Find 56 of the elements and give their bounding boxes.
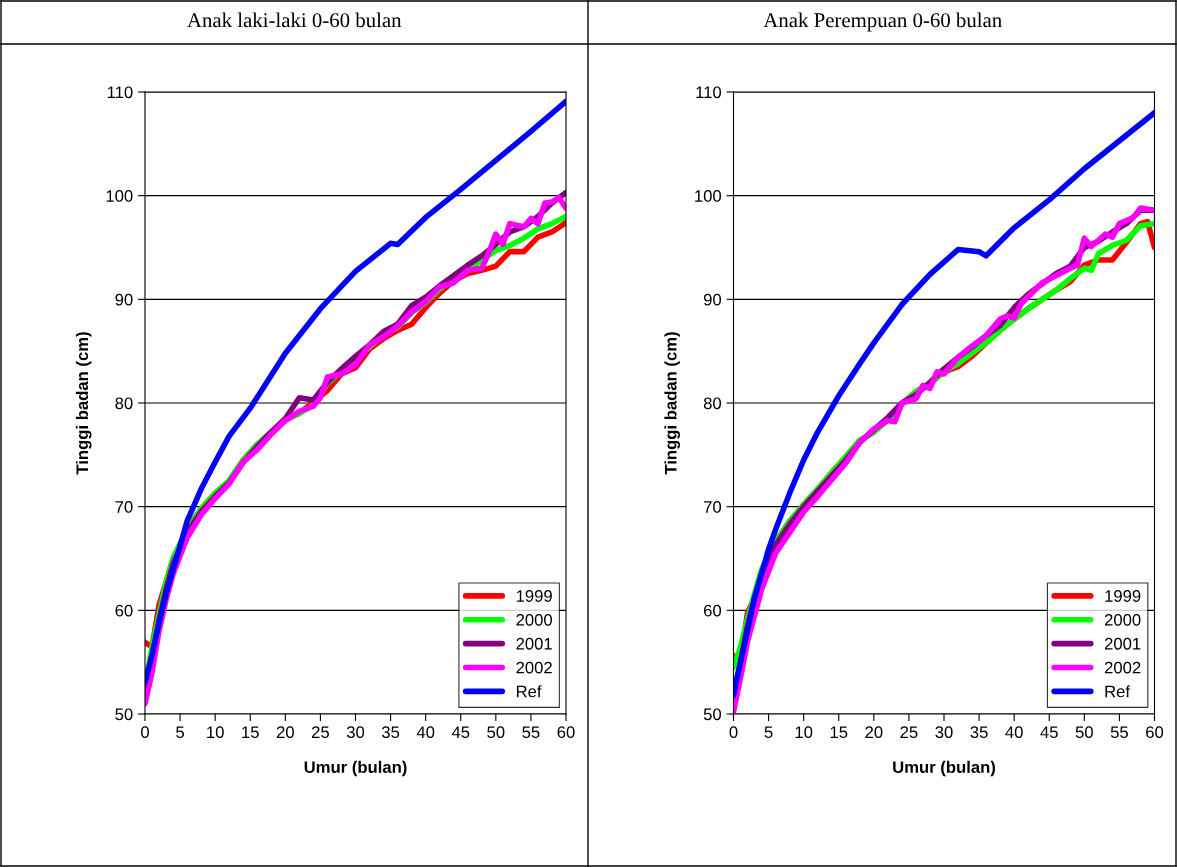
x-tick-label: 55 [1110, 726, 1128, 739]
x-tick-label: 35 [970, 726, 988, 739]
x-tick-label: 20 [276, 726, 294, 739]
y-tick-label: 50 [115, 708, 133, 721]
legend-label: 2000 [1104, 613, 1141, 626]
x-tick-label: 55 [522, 726, 540, 739]
y-tick-label: 100 [106, 190, 133, 202]
y-tick-label: 90 [115, 293, 133, 306]
legend-label: 1999 [1105, 590, 1141, 602]
legend-label: 2002 [516, 661, 552, 674]
legend-label: Ref [516, 685, 542, 698]
x-tick-label: 40 [1005, 726, 1023, 739]
x-tick-label: 15 [830, 726, 848, 739]
chart-title: Anak laki-laki 0-60 bulan [187, 12, 402, 28]
chart-title: Anak Perempuan 0-60 bulan [763, 12, 1002, 32]
x-tick-label: 45 [1040, 726, 1058, 739]
x-axis-title: Umur (bulan) [893, 760, 996, 777]
x-tick-label: 25 [311, 726, 329, 739]
y-tick-label: 110 [107, 86, 133, 99]
y-axis-title: Tinggi badan (cm) [75, 332, 92, 475]
y-tick-label: 80 [703, 397, 722, 410]
y-tick-label: 80 [115, 397, 133, 410]
legend-label: 2000 [516, 613, 553, 626]
y-tick-label: 50 [703, 708, 722, 721]
x-tick-label: 50 [487, 726, 505, 739]
x-tick-label: 0 [729, 726, 738, 739]
legend-label: Ref [1105, 685, 1131, 698]
x-tick-label: 0 [141, 726, 149, 739]
x-tick-label: 40 [416, 726, 435, 739]
x-tick-label: 5 [176, 726, 185, 739]
y-axis-title: Tinggi badan (cm) [664, 332, 680, 475]
y-tick-label: 60 [115, 604, 133, 617]
x-tick-label: 15 [242, 726, 259, 739]
x-tick-label: 10 [795, 726, 813, 739]
legend-label: 2002 [1104, 661, 1141, 674]
x-tick-label: 20 [865, 726, 883, 739]
x-tick-label: 30 [346, 726, 365, 739]
y-tick-label: 70 [115, 501, 133, 513]
y-tick-label: 100 [695, 190, 722, 202]
y-tick-label: 60 [704, 604, 722, 617]
x-tick-label: 60 [557, 726, 575, 739]
x-tick-label: 35 [381, 726, 400, 739]
x-tick-label: 50 [1075, 726, 1093, 739]
x-tick-label: 5 [764, 726, 773, 739]
x-tick-label: 60 [1146, 726, 1164, 739]
legend-label: 1999 [516, 590, 552, 602]
x-tick-label: 25 [900, 726, 918, 739]
legend-label: 2001 [1104, 637, 1141, 650]
legend-label: 2001 [516, 637, 552, 650]
y-tick-label: 110 [696, 86, 722, 99]
y-tick-label: 70 [704, 501, 722, 513]
x-tick-label: 30 [935, 726, 953, 739]
x-tick-label: 45 [451, 726, 470, 739]
y-tick-label: 90 [703, 293, 722, 306]
x-tick-label: 10 [207, 726, 224, 739]
x-axis-title: Umur (bulan) [304, 760, 407, 777]
